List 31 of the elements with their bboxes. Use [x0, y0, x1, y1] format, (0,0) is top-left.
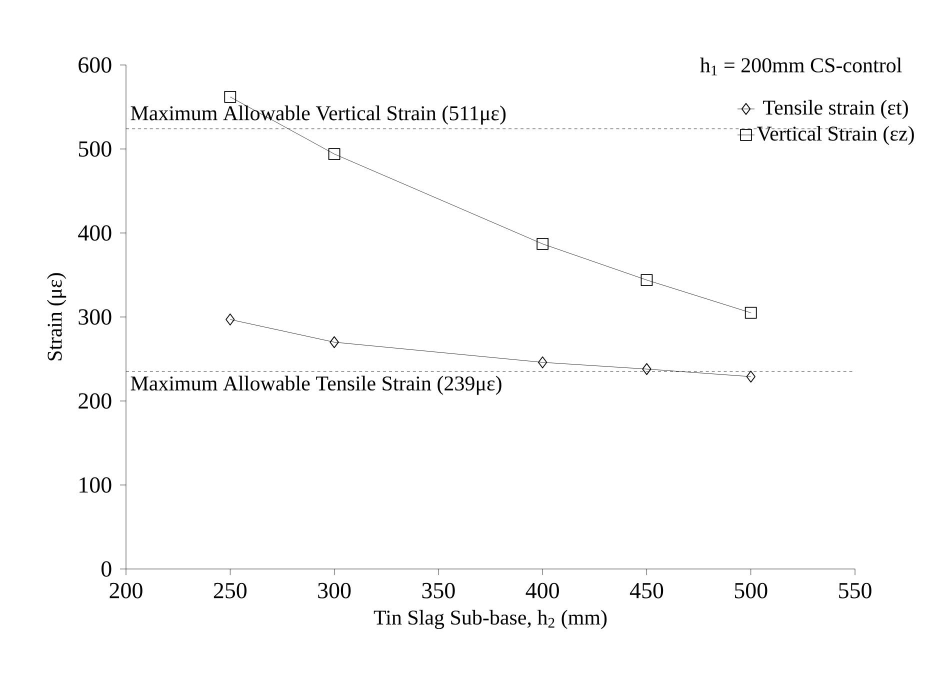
- y-tick-label: 200: [78, 393, 112, 409]
- x-tick-label: 250: [214, 582, 247, 598]
- point: [744, 306, 757, 319]
- x-tick-label: 500: [734, 582, 768, 598]
- x-tick-label: 200: [110, 582, 142, 598]
- point: [746, 370, 756, 383]
- legend-title: h$_{1}$ = 200mm CS-control: [700, 58, 902, 76]
- point: [640, 274, 653, 286]
- point: [538, 356, 548, 368]
- x-tick-label: 400: [526, 582, 559, 598]
- y-axis-title: Strain (με): [47, 273, 66, 360]
- y-tick-label: 500: [78, 141, 112, 157]
- x-axis-title: Tin Slag Sub-base, h$_{2}$ (mm): [374, 610, 607, 630]
- point: [224, 90, 236, 103]
- y-tick-label: 600: [78, 57, 112, 73]
- point: [330, 336, 339, 348]
- x-tick-label: 550: [839, 582, 872, 598]
- point: [226, 314, 235, 326]
- legend-label: Vertical Strain (εz): [756, 126, 914, 145]
- y-tick-label: 0: [102, 561, 112, 577]
- point: [536, 238, 549, 250]
- point: [642, 363, 652, 376]
- x-tick-label: 300: [318, 582, 351, 598]
- y-tick-label: 400: [78, 225, 112, 241]
- y-tick-label: 300: [78, 309, 112, 325]
- ref-line-label: Maximum Allowable Tensile Strain (239με): [130, 376, 502, 395]
- legend-label: Tensile strain (εt): [763, 100, 908, 119]
- x-tick-label: 350: [422, 582, 455, 598]
- y-tick-label: 100: [80, 477, 112, 493]
- x-tick-label: 450: [630, 582, 664, 598]
- point: [328, 148, 340, 160]
